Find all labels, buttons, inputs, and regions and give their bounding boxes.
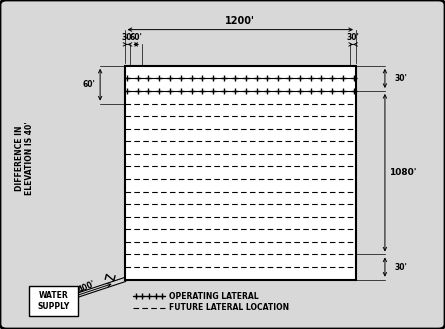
Text: FUTURE LATERAL LOCATION: FUTURE LATERAL LOCATION: [169, 303, 289, 312]
Text: OPERATING LATERAL: OPERATING LATERAL: [169, 291, 259, 301]
Text: 30': 30': [394, 74, 407, 83]
Text: 30': 30': [121, 33, 134, 42]
Text: WATER
SUPPLY: WATER SUPPLY: [37, 291, 69, 311]
Text: DIFFERENCE IN
ELEVATION IS 40': DIFFERENCE IN ELEVATION IS 40': [15, 121, 34, 195]
Bar: [29, 286, 78, 316]
Text: 1200': 1200': [225, 16, 255, 26]
Text: 30': 30': [394, 263, 407, 271]
Text: 60': 60': [130, 33, 142, 42]
Bar: [125, 66, 356, 280]
Text: 400': 400': [77, 280, 97, 295]
Text: 30': 30': [347, 33, 360, 42]
Text: 60': 60': [83, 80, 95, 89]
Text: 1080': 1080': [389, 168, 417, 177]
